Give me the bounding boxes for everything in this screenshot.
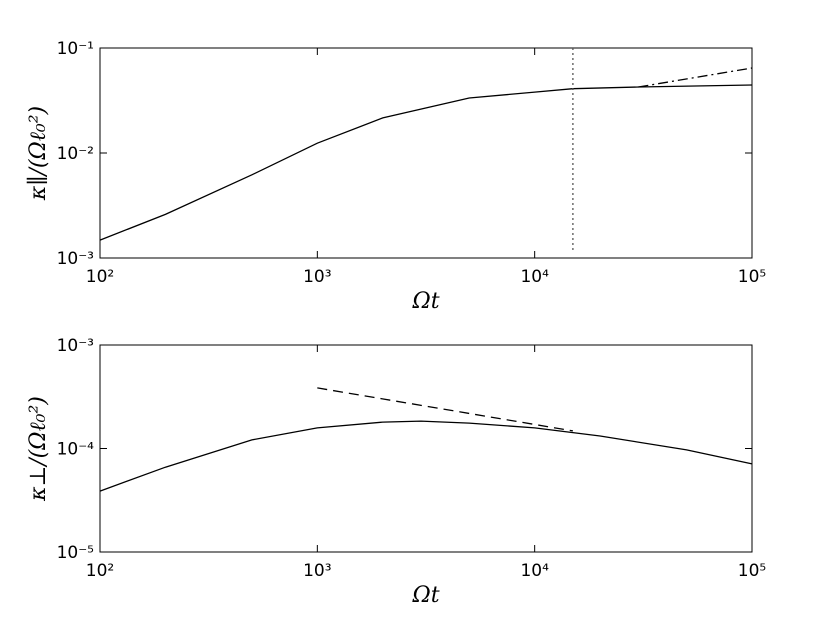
y-tick-label: 10⁻⁴ (57, 440, 95, 460)
line-series (99, 84, 753, 241)
y-axis-label: κ⊥/(Ωℓ₀²) (26, 396, 51, 502)
x-tick-label: 10⁴ (520, 561, 549, 581)
x-tick-label: 10³ (303, 267, 331, 287)
x-tick-label: 10⁵ (738, 561, 766, 581)
x-tick-label: 10⁴ (520, 267, 549, 287)
line-series (317, 387, 574, 432)
y-tick-label: 10⁻³ (57, 336, 94, 356)
x-tick-label: 10⁵ (738, 267, 766, 287)
y-tick-label: 10⁻⁵ (57, 543, 94, 563)
line-series (99, 420, 753, 492)
plot-frame (99, 47, 753, 259)
y-tick-label: 10⁻³ (57, 249, 94, 269)
x-axis-label: Ωt (411, 289, 439, 314)
y-tick-label: 10⁻¹ (57, 39, 94, 59)
x-axis-label: Ωt (411, 583, 439, 608)
x-tick-label: 10² (86, 561, 114, 581)
x-tick-label: 10² (86, 267, 114, 287)
y-tick-label: 10⁻² (57, 144, 94, 164)
line-series (638, 67, 753, 88)
y-axis-label: κ∥/(Ωℓ₀²) (26, 106, 51, 201)
x-tick-label: 10³ (303, 561, 331, 581)
plot-frame (99, 344, 753, 553)
